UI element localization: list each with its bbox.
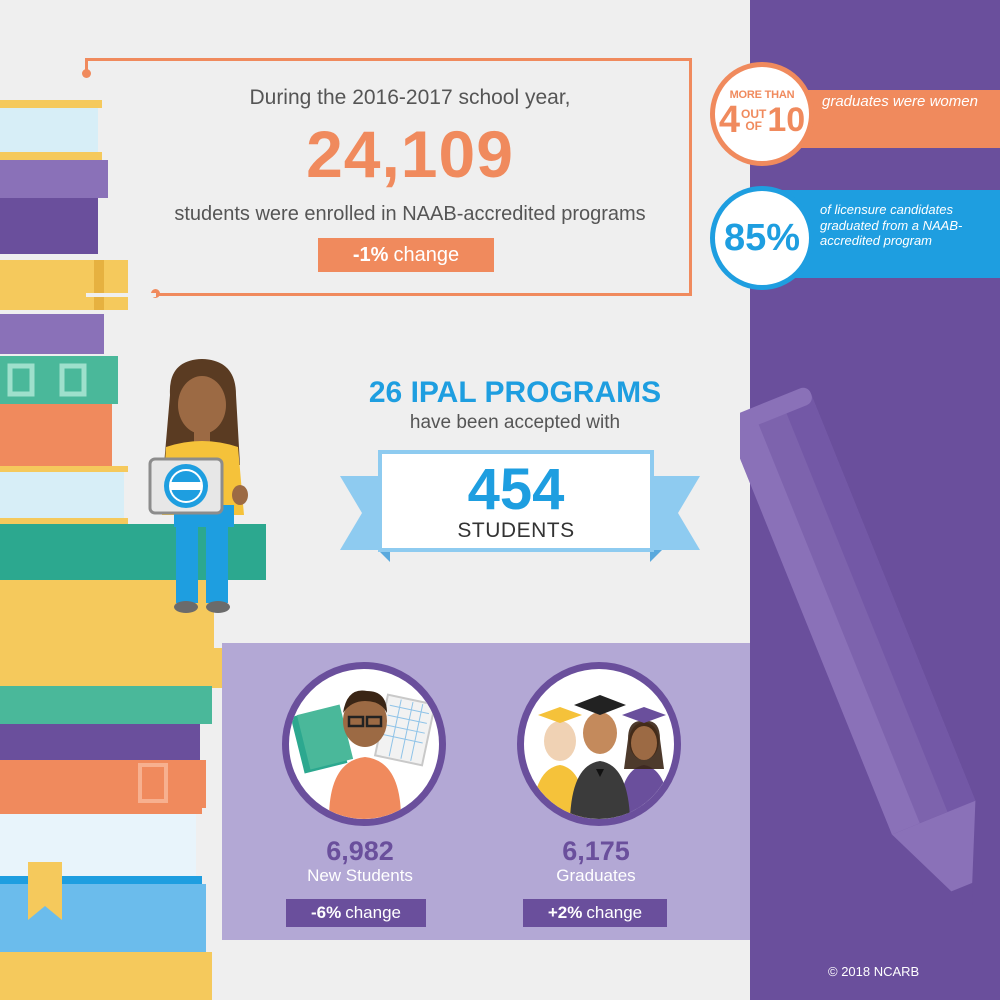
licensure-stat-text: of licensure candidates graduated from a…	[820, 202, 963, 249]
licensure-percent: 85%	[723, 216, 801, 259]
ratio-denominator: 10	[767, 101, 806, 139]
ratio-numerator: 4	[718, 99, 740, 141]
new-students-change-badge: -6% change	[286, 899, 426, 927]
ribbon-banner	[340, 476, 700, 562]
new-students-change-word: change	[345, 903, 401, 922]
frame-dot	[82, 69, 91, 78]
ratio-of: OF	[745, 119, 762, 133]
ratio-connector: OUT OF	[741, 108, 766, 132]
graduates-change-value: +2%	[547, 903, 583, 922]
enrollment-count: 24,109	[306, 117, 514, 191]
graduates-avatar	[517, 662, 681, 826]
ipal-title: 26 IPAL PROGRAMS	[368, 376, 662, 409]
graduates-change-word: change	[586, 903, 643, 922]
graduates-count: 6,175	[562, 836, 630, 866]
ratio: 4 OUT OF 10	[719, 101, 805, 139]
frame-stem	[85, 58, 88, 72]
enrollment-description: students were enrolled in NAAB-accredite…	[174, 203, 646, 225]
ipal-count-box	[378, 450, 654, 552]
women-stat-circle: MORE THAN 4 OUT OF 10	[710, 62, 814, 166]
new-students-change-value: -6%	[310, 903, 342, 922]
new-students-count: 6,982	[326, 836, 394, 866]
enrollment-frame	[86, 58, 692, 296]
enrollment-change-word: change	[393, 243, 460, 266]
ipal-subtitle: have been accepted with	[409, 412, 621, 433]
women-stat-text: graduates were women	[822, 93, 978, 110]
more-than-label: MORE THAN	[729, 89, 795, 101]
new-students-label: New Students	[307, 866, 413, 885]
student-avatar	[282, 662, 446, 826]
enrollment-change-badge: -1% change	[318, 238, 494, 272]
copyright: © 2018 NCARB	[828, 964, 920, 979]
ipal-count: 454	[467, 457, 565, 522]
enrollment-change-value: -1%	[352, 243, 389, 266]
frame-bottom-mask	[86, 293, 156, 297]
ratio-out: OUT	[740, 107, 767, 121]
student-illustration	[290, 690, 437, 819]
enrollment-intro: During the 2016-2017 school year,	[249, 86, 571, 109]
graduates-label: Graduates	[556, 866, 636, 885]
pencil-illustration	[740, 387, 976, 913]
licensure-stat-circle: 85%	[710, 186, 814, 290]
woman-with-tablet-illustration	[148, 359, 248, 613]
ipal-label: STUDENTS	[457, 519, 575, 542]
graduates-change-badge: +2% change	[523, 899, 667, 927]
graduates-illustration	[532, 695, 670, 819]
